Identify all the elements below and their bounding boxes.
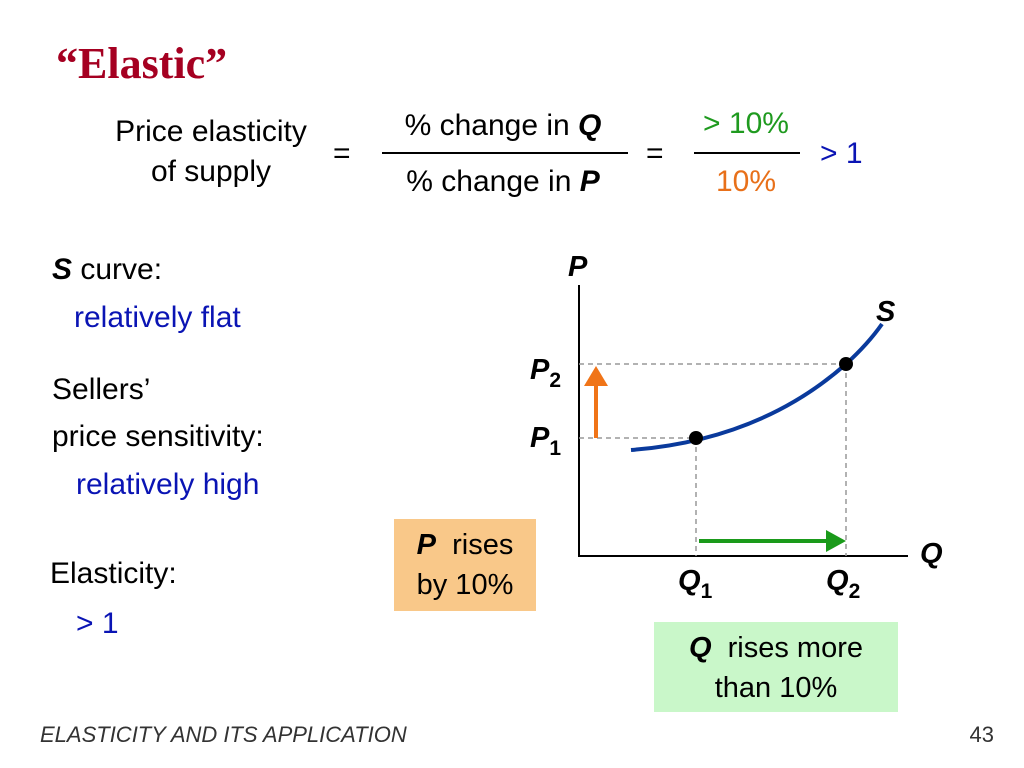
quantity-change-box: Q rises more than 10%: [654, 622, 898, 712]
sellers-label-line2: price sensitivity:: [52, 420, 264, 453]
footer-title: ELASTICITY AND ITS APPLICATION: [40, 722, 407, 747]
p2-label: P2: [530, 354, 561, 392]
sellers-label-line1: Sellers’: [52, 373, 151, 406]
y-axis-label: P: [568, 251, 588, 283]
price-change-line2: by 10%: [416, 569, 514, 601]
s-curve-label: S curve:: [52, 250, 162, 290]
p1-label: P1: [530, 422, 561, 460]
formula-equals-2: =: [646, 137, 664, 170]
formula-numerator: % change in Q: [378, 106, 628, 146]
x-axis-label: Q: [920, 538, 943, 570]
fraction-bar-1: [382, 152, 628, 154]
formula-numerator-var: Q: [578, 109, 602, 142]
fraction-bar-2: [694, 152, 800, 154]
formula-denominator-var: P: [579, 165, 600, 198]
q2-label: Q2: [826, 565, 860, 603]
formula-lhs: Price elasticity of supply: [96, 112, 326, 192]
q1-label: Q1: [678, 565, 713, 603]
formula-denominator: % change in P: [378, 162, 628, 202]
sellers-value: relatively high: [76, 468, 260, 501]
quantity-arrow-head: [826, 530, 846, 552]
point-2: [839, 357, 853, 371]
price-arrow-head: [584, 366, 608, 386]
formula-denominator-text: % change in: [406, 165, 580, 198]
formula-lhs-line1: Price elasticity: [115, 115, 307, 148]
formula-result: > 1: [820, 137, 863, 170]
s-curve-text: curve:: [72, 253, 163, 286]
quantity-change-line1: Q rises more: [688, 632, 864, 664]
s-curve-var: S: [52, 253, 73, 286]
point-1: [689, 431, 703, 445]
formula-denominator-2: 10%: [715, 165, 777, 198]
formula-equals-1: =: [333, 137, 351, 170]
supply-curve: [630, 322, 884, 452]
elasticity-label: Elasticity:: [50, 557, 177, 590]
price-change-line1: P rises: [416, 529, 514, 561]
formula-numerator-2: > 10%: [703, 107, 789, 140]
quantity-change-line2: than 10%: [714, 672, 838, 704]
curve-label: S: [876, 296, 896, 328]
formula-numerator-text: % change in: [404, 109, 579, 142]
page-number: 43: [969, 722, 994, 747]
s-curve-value: relatively flat: [74, 301, 241, 334]
slide-title: “Elastic”: [56, 39, 228, 88]
formula-lhs-line2: of supply: [150, 155, 272, 188]
price-change-box: P rises by 10%: [394, 519, 536, 611]
elasticity-value: > 1: [76, 607, 119, 640]
